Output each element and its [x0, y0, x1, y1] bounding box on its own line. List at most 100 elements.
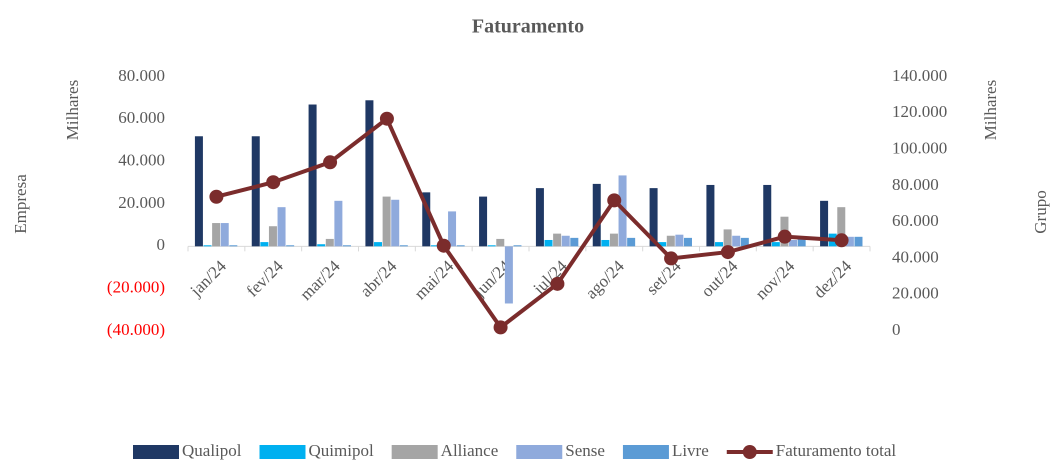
bar: [277, 207, 286, 247]
bar: [627, 237, 636, 247]
bar: [220, 223, 229, 247]
bar: [771, 242, 780, 247]
bar: [732, 235, 741, 247]
bar: [260, 242, 269, 247]
bar: [342, 245, 351, 247]
bar: [229, 245, 238, 247]
bar: [496, 238, 505, 247]
bar: [675, 234, 684, 247]
y-axis-unit: Milhares: [63, 80, 82, 140]
bar: [763, 184, 772, 247]
bar: [723, 229, 732, 247]
bar: [715, 242, 724, 247]
bar: [430, 245, 439, 247]
y-tick-label: 20.000: [118, 193, 165, 212]
y2-tick-label: 140.000: [892, 66, 947, 85]
bar: [251, 136, 260, 247]
x-tick-label: mar/24: [296, 256, 344, 304]
bar: [609, 233, 618, 247]
x-tick-label: dez/24: [810, 256, 856, 302]
x-tick-label: nov/24: [752, 256, 799, 303]
bar: [448, 211, 457, 247]
y-tick-label: 40.000: [118, 151, 165, 170]
bar: [544, 239, 553, 247]
bar: [325, 238, 334, 247]
bar: [845, 236, 854, 247]
x-tick-label: fev/24: [243, 256, 287, 300]
bar: [854, 236, 863, 247]
line-marker: [266, 175, 281, 190]
y-tick-label: 0: [157, 235, 166, 254]
bar: [570, 237, 579, 247]
bar: [706, 184, 715, 247]
x-tick-label: jul/24: [529, 256, 572, 299]
x-tick-label: set/24: [643, 256, 686, 299]
bar: [683, 237, 692, 247]
y-tick-label: (20.000): [107, 278, 165, 297]
line-marker: [607, 193, 622, 208]
bar: [391, 199, 400, 247]
y2-tick-label: 100.000: [892, 138, 947, 157]
bar: [601, 239, 610, 247]
legend-swatch: [742, 445, 757, 459]
y-tick-label: (40.000): [107, 320, 165, 339]
bar: [268, 226, 277, 247]
bar: [487, 245, 496, 247]
bar: [365, 100, 374, 247]
bar: [820, 200, 829, 247]
y2-tick-label: 0: [892, 320, 901, 339]
bar: [422, 192, 431, 247]
line-marker: [834, 233, 849, 248]
bar: [649, 188, 658, 247]
bar: [561, 235, 570, 247]
legend-label: Faturamento total: [776, 441, 897, 460]
line-marker: [777, 229, 792, 244]
bar: [535, 188, 544, 247]
bar: [658, 242, 667, 247]
legend-swatch: [391, 445, 438, 459]
y-axis-title: Empresa: [11, 174, 30, 234]
bar: [740, 237, 749, 247]
legend-label: Sense: [565, 441, 605, 460]
x-tick-label: abr/24: [356, 256, 400, 300]
line: [215, 115, 842, 331]
bar: [553, 233, 562, 247]
bar: [334, 200, 343, 247]
x-tick-label: mai/24: [411, 256, 458, 303]
bar: [504, 246, 513, 304]
line-marker: [720, 245, 735, 260]
bar: [203, 245, 212, 247]
line-marker: [209, 189, 224, 204]
bar: [592, 183, 601, 247]
bar: [382, 196, 391, 247]
chart-title: Faturamento: [472, 16, 584, 38]
legend-label: Livre: [672, 441, 709, 460]
x-tick-label: jan/24: [186, 256, 231, 301]
bar: [286, 245, 295, 247]
line-marker: [379, 111, 394, 126]
bar: [399, 245, 408, 247]
line-marker: [664, 251, 679, 266]
y2-axis-unit: Milhares: [981, 80, 1000, 140]
y2-tick-label: 120.000: [892, 102, 947, 121]
x-tick-label: out/24: [697, 256, 742, 301]
y2-axis-title: Grupo: [1031, 190, 1050, 233]
line-marker: [323, 155, 338, 170]
bar: [797, 238, 806, 247]
bar: [513, 245, 522, 247]
y2-tick-label: 40.000: [892, 247, 939, 266]
y2-tick-label: 60.000: [892, 211, 939, 230]
legend-label: Qualipol: [182, 441, 242, 460]
legend-swatch: [133, 445, 179, 459]
legend-swatch: [516, 445, 563, 459]
bar: [666, 235, 675, 247]
y2-tick-label: 20.000: [892, 284, 939, 303]
line-marker: [493, 320, 508, 335]
y-tick-label: 80.000: [118, 66, 165, 85]
bar: [789, 239, 798, 247]
x-tick-label: ago/24: [582, 256, 629, 303]
legend-label: Alliance: [441, 441, 499, 460]
bar: [194, 136, 203, 247]
bar: [212, 223, 221, 247]
